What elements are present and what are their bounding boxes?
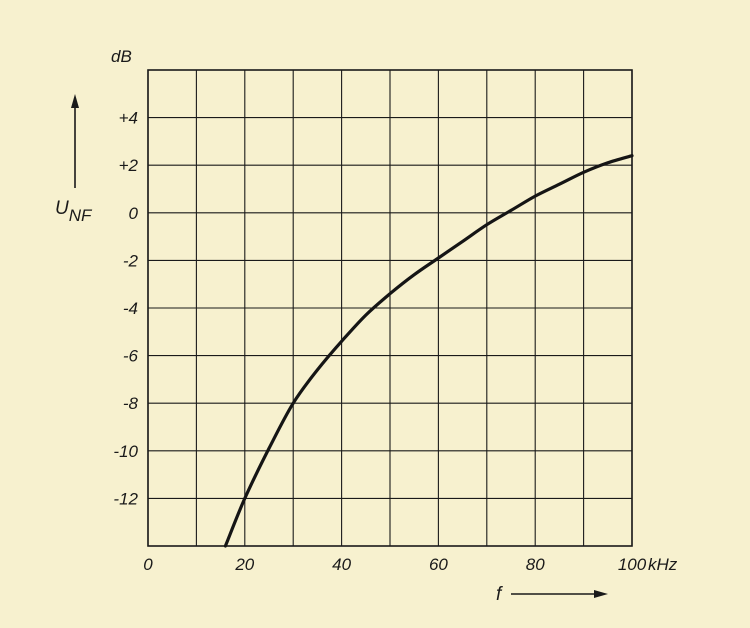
x-axis-arrow [511,590,608,598]
y-tick-label: -4 [123,299,138,318]
y-tick-label: -8 [123,394,139,413]
x-tick-label: 80 [526,555,545,574]
y-tick-labels: +4 +2 0 -2 -4 -6 -8 -10 -12 [113,109,138,509]
y-tick-label: +2 [119,156,139,175]
x-tick-label: 20 [234,555,254,574]
y-tick-label: +4 [119,109,138,128]
y-axis-label: UNF [55,198,93,225]
y-axis-arrow [71,94,79,188]
y-axis-label-sub: NF [69,206,93,225]
x-tick-label: 40 [332,555,351,574]
series-line [223,154,634,548]
x-tick-label: 60 [429,555,448,574]
grid-lines [147,69,633,547]
y-tick-label: 0 [129,204,139,223]
y-unit-label: dB [111,47,132,66]
y-tick-label: -10 [113,442,138,461]
x-tick-labels: 0 20 40 60 80 100 [143,555,646,574]
y-tick-label: -2 [123,251,139,270]
plot-frame [147,69,633,547]
x-tick-label: 0 [143,555,153,574]
y-tick-label: -6 [123,347,139,366]
x-axis-label: f [496,584,503,605]
x-tick-label: 100 [618,555,647,574]
x-unit-label: kHz [648,555,678,574]
y-tick-label: -12 [113,489,138,508]
